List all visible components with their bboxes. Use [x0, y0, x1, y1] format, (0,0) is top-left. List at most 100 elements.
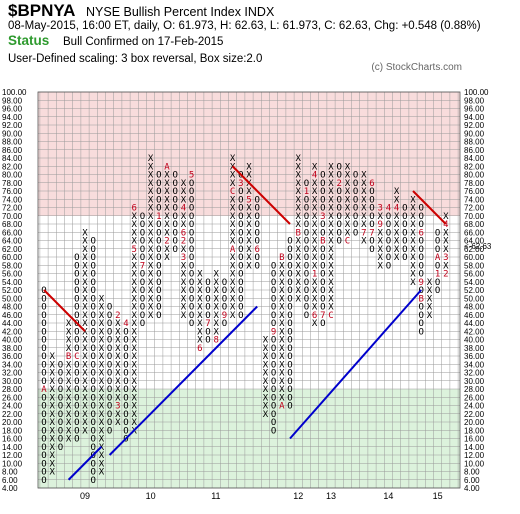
- o-box: O: [369, 195, 374, 205]
- o-box: O: [402, 220, 407, 230]
- x-box: X: [82, 327, 88, 337]
- o-box: O: [41, 443, 46, 453]
- o-box: O: [435, 278, 440, 288]
- x-box: X: [148, 303, 154, 313]
- y-tick-label-right: 62.00: [464, 245, 485, 254]
- x-box: X: [328, 171, 334, 181]
- y-tick-label-right: 32.00: [464, 369, 485, 378]
- y-tick-label-left: 12.00: [2, 451, 23, 460]
- x-box: X: [345, 204, 351, 214]
- o-box: O: [107, 426, 112, 436]
- o-box: O: [353, 220, 358, 230]
- o-box: O: [320, 171, 325, 181]
- x-box: X: [279, 393, 285, 403]
- o-box: O: [41, 393, 46, 403]
- o-box: O: [140, 220, 145, 230]
- o-box: O: [74, 377, 79, 387]
- month-marker: 6: [312, 311, 317, 321]
- month-marker: 3: [377, 204, 382, 214]
- x-box: X: [312, 228, 318, 238]
- o-box: O: [287, 393, 292, 403]
- x-box: X: [164, 187, 170, 197]
- o-box: O: [90, 369, 95, 379]
- x-box: X: [181, 278, 187, 288]
- o-box: O: [336, 228, 341, 238]
- x-box: X: [279, 319, 285, 329]
- x-box: X: [230, 278, 236, 288]
- resistance-line: [43, 289, 86, 332]
- x-box: X: [148, 187, 154, 197]
- x-box: X: [66, 360, 72, 370]
- x-box: X: [394, 195, 400, 205]
- x-box: X: [213, 270, 219, 280]
- month-marker: 6: [418, 228, 423, 238]
- x-box: X: [246, 253, 252, 263]
- y-tick-label-left: 32.00: [2, 369, 23, 378]
- x-box: X: [295, 179, 301, 189]
- o-box: O: [369, 220, 374, 230]
- y-tick-label-left: 98.00: [2, 96, 23, 105]
- x-box: X: [49, 402, 55, 412]
- month-marker: 4: [443, 220, 448, 230]
- y-tick-label-left: 42.00: [2, 327, 23, 336]
- o-box: O: [172, 212, 177, 222]
- o-box: O: [402, 237, 407, 247]
- o-box: O: [238, 253, 243, 263]
- x-box: X: [82, 319, 88, 329]
- x-box: X: [427, 311, 433, 321]
- x-box: X: [443, 212, 449, 222]
- o-box: O: [386, 228, 391, 238]
- x-box: X: [246, 220, 252, 230]
- x-box: X: [164, 204, 170, 214]
- o-box: O: [90, 327, 95, 337]
- o-box: O: [386, 237, 391, 247]
- o-box: O: [41, 344, 46, 354]
- o-box: O: [74, 336, 79, 346]
- month-marker: C: [328, 311, 333, 321]
- x-box: X: [312, 179, 318, 189]
- y-tick-label-right: 56.00: [464, 270, 485, 279]
- o-box: O: [156, 261, 161, 271]
- chart-instrument-name: NYSE Bullish Percent Index INDX: [86, 5, 275, 19]
- o-box: O: [41, 468, 46, 478]
- y-tick-label-left: 14.00: [2, 443, 23, 452]
- month-marker: 4: [312, 171, 317, 181]
- x-box: X: [213, 278, 219, 288]
- x-box: X: [131, 327, 137, 337]
- o-box: O: [189, 278, 194, 288]
- x-box: X: [328, 245, 334, 255]
- o-box: O: [90, 402, 95, 412]
- x-box: X: [230, 179, 236, 189]
- x-box: X: [99, 303, 105, 313]
- o-box: O: [304, 253, 309, 263]
- x-box: X: [312, 204, 318, 214]
- x-box: X: [181, 179, 187, 189]
- x-box: X: [443, 237, 449, 247]
- x-box: X: [99, 377, 105, 387]
- o-box: O: [172, 195, 177, 205]
- o-box: O: [304, 204, 309, 214]
- o-box: O: [123, 393, 128, 403]
- x-box: X: [361, 220, 367, 230]
- o-box: O: [140, 286, 145, 296]
- x-box: X: [115, 336, 121, 346]
- o-box: O: [287, 303, 292, 313]
- y-tick-label-right: 20.00: [464, 418, 485, 427]
- x-box: X: [181, 245, 187, 255]
- x-box: X: [295, 237, 301, 247]
- x-box: X: [213, 311, 219, 321]
- o-box: O: [156, 220, 161, 230]
- y-tick-label-right: 18.00: [464, 426, 485, 435]
- x-box: X: [131, 377, 137, 387]
- y-tick-label-right: 72.00: [464, 204, 485, 213]
- o-box: O: [41, 476, 46, 486]
- month-marker: 6: [254, 245, 259, 255]
- y-tick-label-left: 78.00: [2, 179, 23, 188]
- o-box: O: [418, 327, 423, 337]
- x-box: X: [82, 369, 88, 379]
- o-box: O: [254, 204, 259, 214]
- o-box: O: [90, 476, 95, 486]
- x-box: X: [131, 426, 137, 436]
- y-tick-label-left: 28.00: [2, 385, 23, 394]
- x-box: X: [181, 311, 187, 321]
